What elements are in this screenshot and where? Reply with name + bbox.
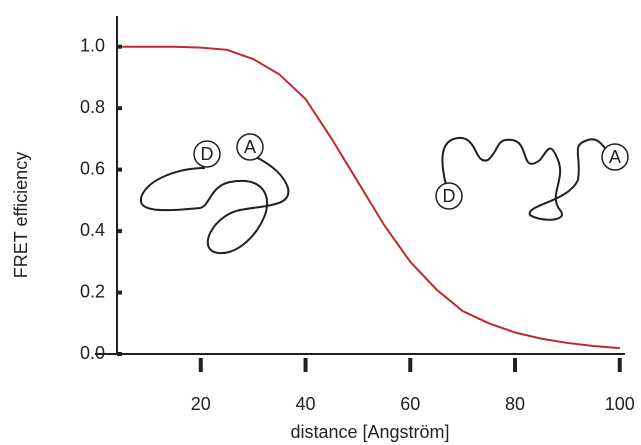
acceptor-label: A [609, 147, 621, 167]
donor-circle [193, 140, 221, 168]
y-tick-label: 0.8 [80, 97, 105, 117]
y-tick-label: 0.6 [80, 158, 105, 178]
donor-label: D [201, 144, 214, 164]
fret-curve [122, 45, 620, 350]
y-tick-label: 0.0 [80, 343, 105, 363]
y-tick-label: 1.0 [80, 35, 105, 55]
x-tick-label: 80 [505, 394, 525, 414]
x-tick-label: 20 [191, 394, 211, 414]
x-tick-label: 100 [605, 394, 635, 414]
x-tick-label: 40 [296, 394, 316, 414]
donor-circle [435, 182, 463, 210]
acceptor-circle [236, 133, 264, 161]
folded-molecule: D A [139, 133, 290, 255]
x-axis-label: distance [Angström] [290, 422, 449, 442]
y-axis-label: FRET efficiency [11, 152, 31, 278]
extended-molecule: D A [435, 136, 629, 221]
y-tick-label: 0.2 [80, 281, 105, 301]
y-tick-label: 0.4 [80, 220, 105, 240]
acceptor-circle [601, 143, 629, 171]
x-tick-label: 60 [400, 394, 420, 414]
acceptor-label: A [244, 137, 256, 157]
donor-label: D [443, 186, 456, 206]
